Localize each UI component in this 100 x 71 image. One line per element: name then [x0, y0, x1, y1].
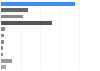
Bar — [1, 27, 5, 31]
Bar — [1, 46, 3, 50]
Bar — [1, 15, 23, 18]
Bar — [1, 34, 4, 37]
Bar — [1, 65, 6, 69]
Bar — [1, 2, 76, 6]
Bar — [1, 53, 3, 56]
Bar — [1, 40, 4, 44]
Bar — [1, 59, 12, 63]
Bar — [1, 21, 52, 25]
Bar — [1, 8, 28, 12]
